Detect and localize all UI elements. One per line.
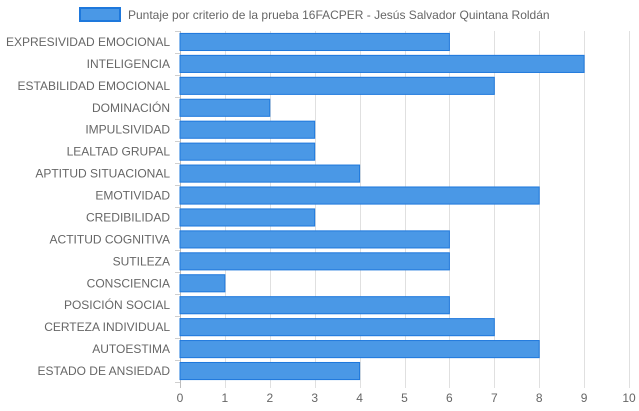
- bar-3[interactable]: [179, 98, 271, 117]
- legend-swatch: [79, 7, 121, 22]
- bar-0[interactable]: [179, 32, 450, 52]
- bar-11[interactable]: [179, 274, 226, 293]
- x-tick-label-3: 3: [311, 391, 318, 405]
- category-label-9: ACTITUD COGNITIVA: [50, 232, 170, 246]
- category-label-4: IMPULSIVIDAD: [85, 123, 170, 137]
- category-label-0: EXPRESIVIDAD EMOCIONAL: [6, 35, 170, 49]
- category-label-12: POSICIÓN SOCIAL: [64, 297, 170, 312]
- x-tick-label-6: 6: [446, 391, 453, 405]
- bar-15[interactable]: [179, 361, 361, 381]
- category-label-3: DOMINACIÓN: [92, 100, 170, 115]
- bar-12[interactable]: [179, 296, 450, 315]
- category-label-11: CONSCIENCIA: [87, 276, 170, 290]
- legend[interactable]: Puntaje por criterio de la prueba 16FACP…: [79, 7, 550, 22]
- category-labels: EXPRESIVIDAD EMOCIONAL INTELIGENCIA ESTABI…: [6, 35, 170, 378]
- x-tick-label-9: 9: [581, 391, 588, 405]
- category-label-7: EMOTIVIDAD: [95, 189, 170, 203]
- x-tick-label-7: 7: [491, 391, 498, 405]
- bar-5[interactable]: [179, 142, 316, 161]
- category-label-10: SUTILEZA: [113, 254, 170, 268]
- category-label-14: AUTOESTIMA: [92, 342, 170, 356]
- bar-13[interactable]: [179, 318, 495, 337]
- x-tick-label-2: 2: [266, 391, 273, 405]
- category-label-2: ESTABILIDAD EMOCIONAL: [18, 79, 171, 93]
- category-label-13: CERTEZA INDIVIDUAL: [44, 320, 170, 334]
- category-label-6: APTITUD SITUACIONAL: [35, 167, 170, 181]
- bar-14[interactable]: [179, 340, 540, 359]
- category-label-15: ESTADO DE ANSIEDAD: [38, 364, 171, 378]
- bar-6[interactable]: [179, 164, 361, 183]
- bar-9[interactable]: [179, 230, 450, 249]
- category-label-8: CREDIBILIDAD: [86, 210, 170, 224]
- bar-8[interactable]: [179, 208, 316, 227]
- legend-series-name: Puntaje por criterio de la prueba 16FACP…: [128, 8, 550, 22]
- category-label-5: LEALTAD GRUPAL: [67, 145, 171, 159]
- x-tick-label-5: 5: [401, 391, 408, 405]
- category-label-1: INTELIGENCIA: [87, 57, 170, 71]
- bar-2[interactable]: [179, 76, 495, 95]
- x-axis-tick-labels: 0 1 2 3 4 5 6 7 8 9 10: [177, 391, 636, 405]
- bar-4[interactable]: [179, 120, 316, 139]
- x-tick-label-10: 10: [622, 391, 636, 405]
- x-tick-label-8: 8: [536, 391, 543, 405]
- bars: [179, 32, 585, 381]
- x-tick-label-1: 1: [222, 391, 229, 405]
- x-tick-label-4: 4: [356, 391, 363, 405]
- bar-1[interactable]: [179, 54, 585, 73]
- x-tick-label-0: 0: [177, 391, 184, 405]
- bar-7[interactable]: [179, 186, 540, 205]
- bar-10[interactable]: [179, 252, 450, 271]
